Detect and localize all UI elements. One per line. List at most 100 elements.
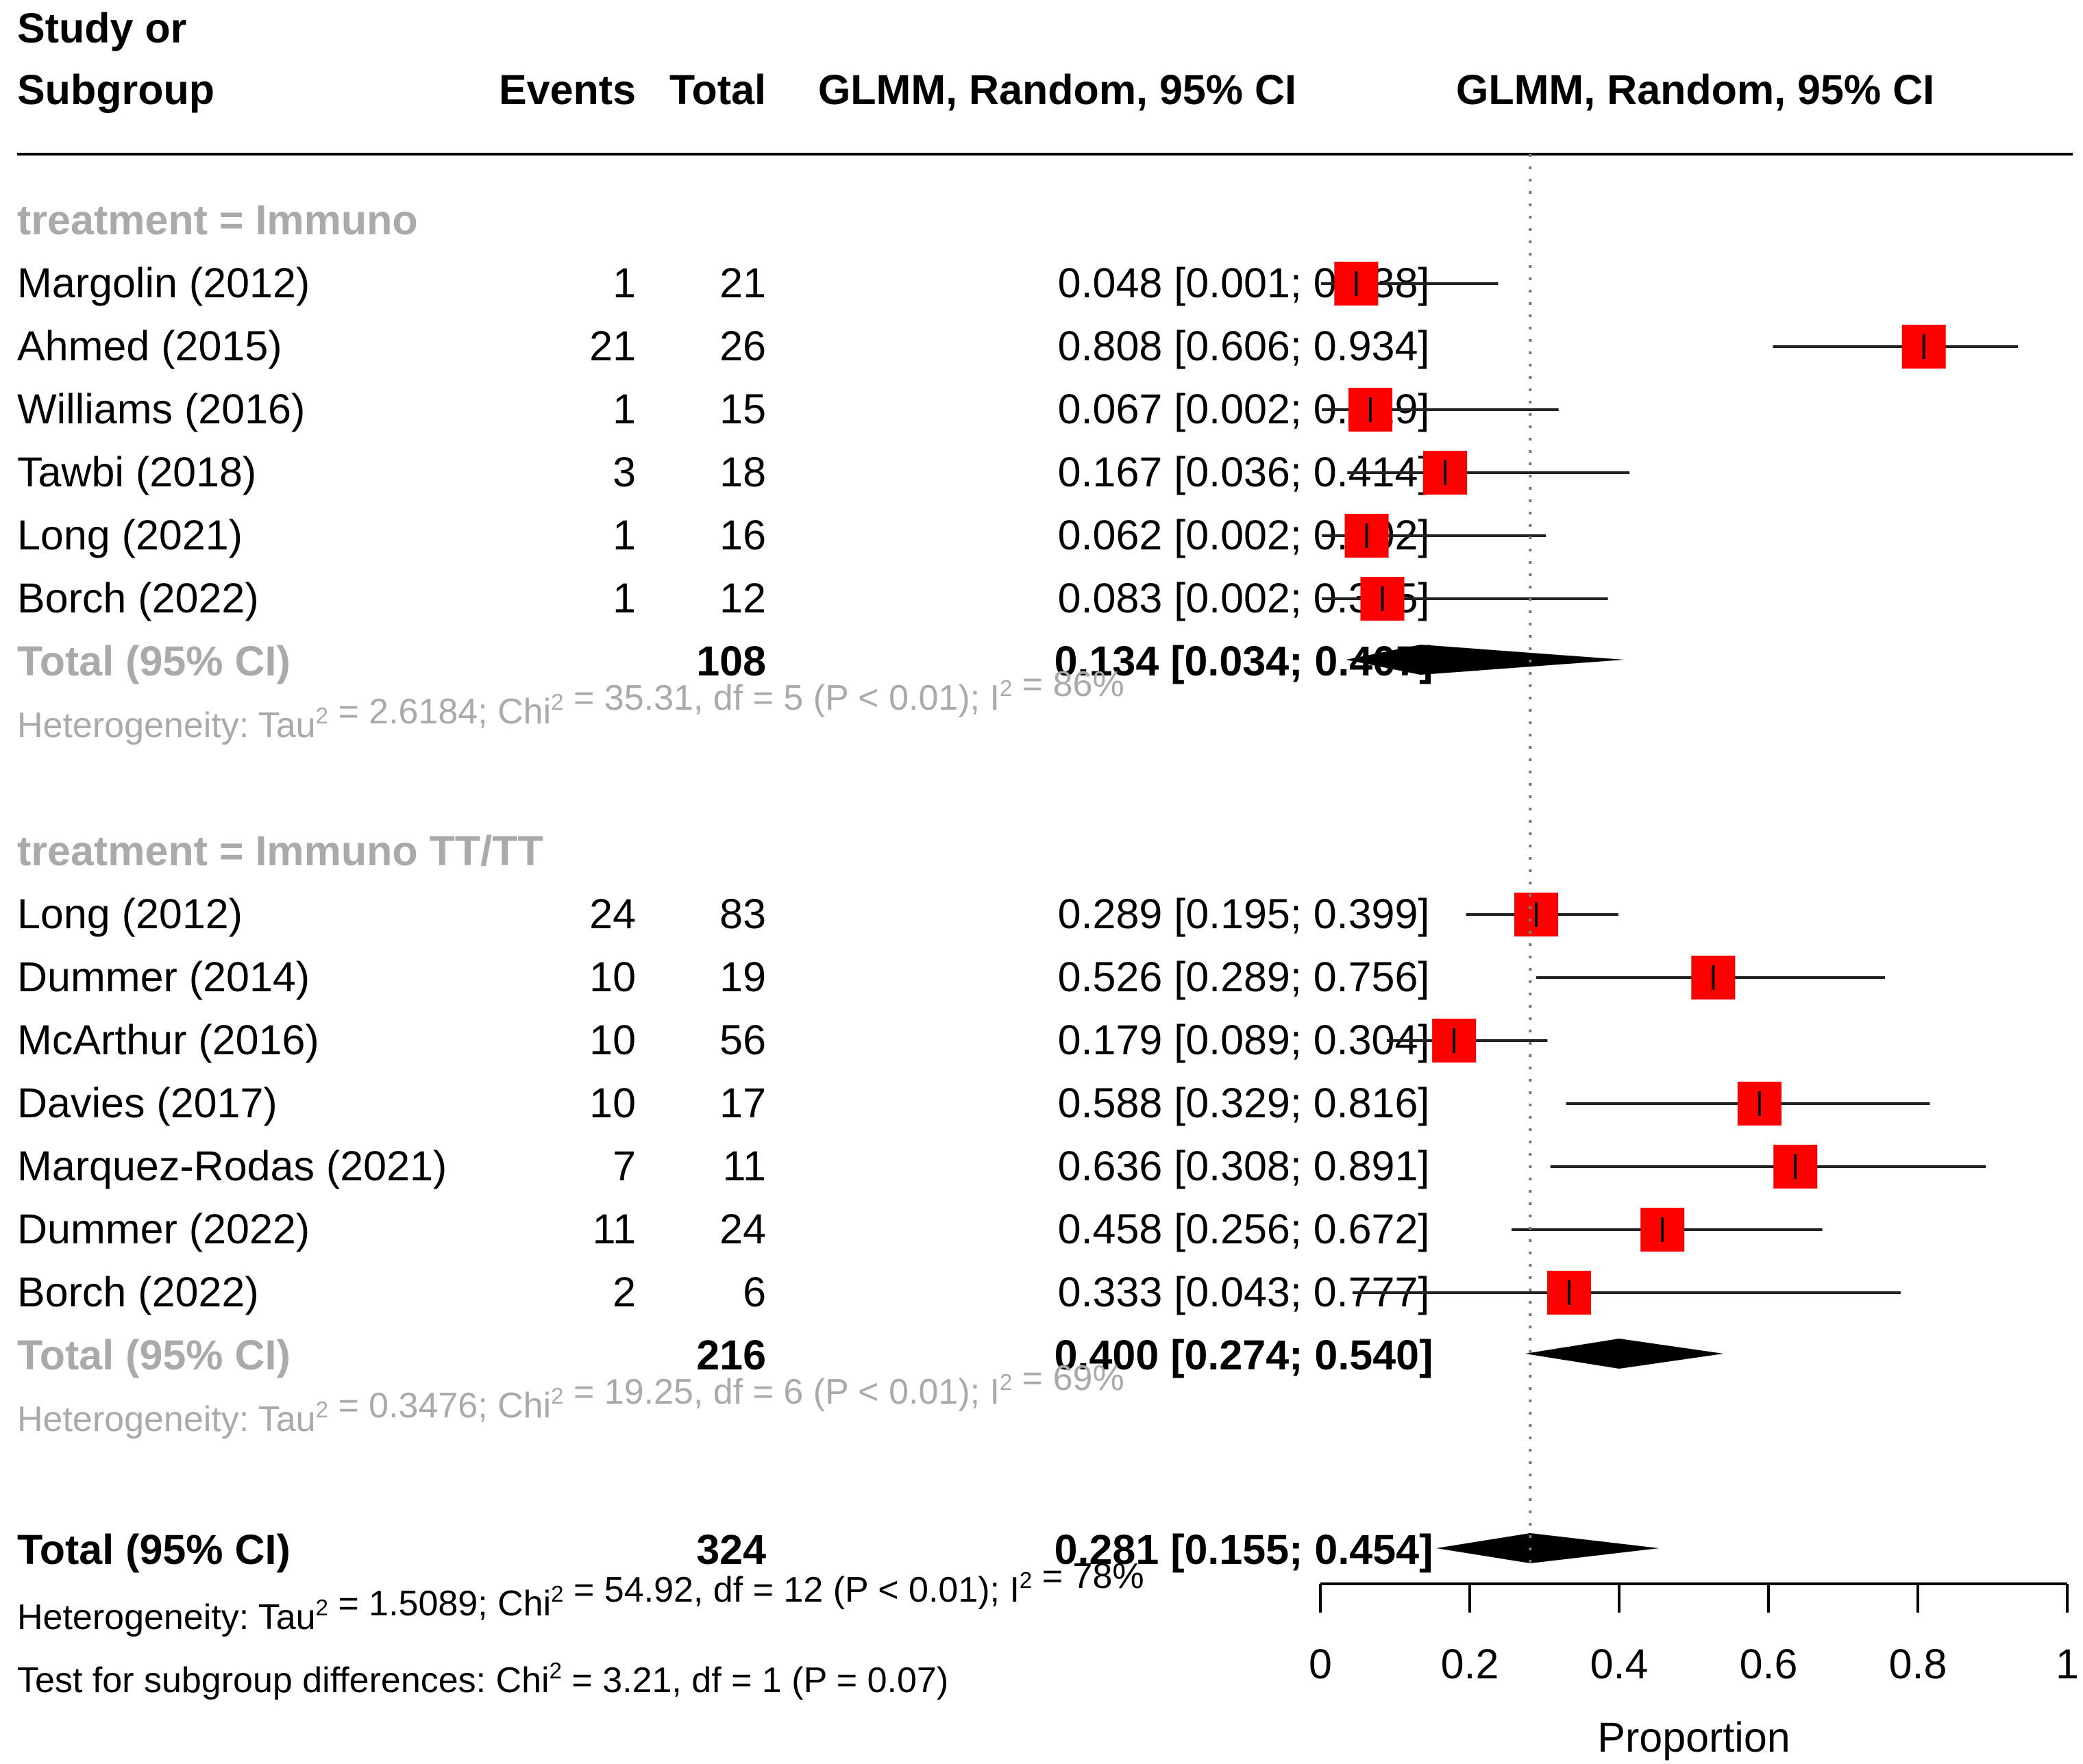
heterogeneity-text: = 86% (1012, 664, 1124, 704)
events-value: 2 (613, 1269, 636, 1315)
heterogeneity-text: = 0.3476; Chi (328, 1386, 551, 1426)
subgroup-total-label: Total (95% CI) (17, 638, 291, 684)
header-plot: GLMM, Random, 95% CI (1456, 66, 1934, 113)
events-value: 1 (613, 575, 636, 621)
total-value: 83 (719, 891, 766, 937)
subgroup-total-value: 108 (696, 638, 766, 684)
header-study-line1: Study or (17, 5, 186, 51)
total-value: 16 (719, 512, 766, 558)
x-axis-label: Proportion (1597, 1714, 1790, 1761)
total-value: 26 (719, 323, 766, 369)
superscript: 2 (550, 1658, 562, 1683)
events-value: 10 (589, 954, 636, 1000)
superscript: 2 (316, 703, 328, 728)
study-name: Long (2021) (17, 512, 243, 558)
heterogeneity-text: Heterogeneity: Tau (17, 1400, 316, 1439)
subgroup-total-value: 216 (696, 1332, 766, 1378)
study-mark (1322, 577, 1608, 621)
header-total: Total (669, 66, 766, 113)
study-mark (1347, 451, 1630, 495)
study-mark (1536, 956, 1886, 999)
heterogeneity-text: Heterogeneity: Tau (17, 706, 316, 745)
heterogeneity-text: = 1.5089; Chi (328, 1584, 551, 1624)
subgroup-estimate-text: 0.400 [0.274; 0.540] (1055, 1332, 1433, 1378)
superscript: 2 (316, 1595, 328, 1620)
header-events: Events (499, 66, 636, 113)
study-name: Ahmed (2015) (17, 323, 282, 369)
estimate-ci-text: 0.289 [0.195; 0.399] (1058, 891, 1430, 937)
total-value: 15 (719, 386, 766, 432)
x-tick-label: 0.2 (1441, 1641, 1499, 1687)
study-mark (1550, 1145, 1986, 1189)
study-name: Davies (2017) (17, 1080, 278, 1126)
subgroup-difference-test: Test for subgroup differences: Chi2 = 3.… (17, 1658, 948, 1700)
subgroup-test-text: = 3.21, df = 1 (P = 0.07) (562, 1661, 948, 1700)
header-study-line2: Subgroup (17, 66, 214, 113)
total-value: 12 (719, 575, 766, 621)
header-estimate: GLMM, Random, 95% CI (818, 66, 1296, 113)
study-name: Dummer (2014) (17, 954, 310, 1000)
events-value: 1 (613, 260, 636, 306)
estimate-ci-text: 0.636 [0.308; 0.891] (1058, 1143, 1430, 1189)
subgroup-total-label: Total (95% CI) (17, 1332, 291, 1378)
heterogeneity-text: = 19.25, df = 6 (P < 0.01); I (564, 1372, 1000, 1412)
subgroup-label: treatment = Immuno TT/TT (17, 828, 543, 874)
x-tick-label: 0.8 (1889, 1641, 1947, 1687)
superscript: 2 (1020, 1567, 1032, 1593)
superscript: 2 (551, 689, 563, 715)
study-name: Borch (2022) (17, 1269, 259, 1315)
plot-marks (1321, 154, 2019, 1569)
study-mark (1322, 388, 1559, 432)
total-value: 21 (719, 260, 766, 306)
subgroup-heterogeneity: Heterogeneity: Tau2 = 0.3476; Chi2 = 19.… (17, 1358, 1124, 1439)
x-tick-label: 1 (2056, 1641, 2079, 1687)
events-value: 3 (613, 449, 636, 495)
events-value: 1 (613, 512, 636, 558)
heterogeneity-text: = 78% (1032, 1556, 1144, 1596)
superscript: 2 (1000, 675, 1012, 701)
superscript: 2 (551, 1581, 563, 1606)
heterogeneity-text: = 2.6184; Chi (328, 692, 551, 732)
heterogeneity-text: = 54.92, df = 12 (P < 0.01); I (564, 1570, 1020, 1610)
superscript: 2 (1000, 1369, 1012, 1395)
subgroup-label: treatment = Immuno (17, 197, 418, 243)
total-value: 17 (719, 1080, 766, 1126)
study-mark (1566, 1082, 1930, 1126)
total-value: 11 (723, 1143, 766, 1189)
estimate-ci-text: 0.588 [0.329; 0.816] (1058, 1080, 1430, 1126)
total-value: 6 (743, 1269, 766, 1315)
estimate-ci-text: 0.808 [0.606; 0.934] (1058, 323, 1430, 369)
study-name: McArthur (2016) (17, 1017, 319, 1063)
estimate-ci-text: 0.526 [0.289; 0.756] (1058, 954, 1430, 1000)
estimate-ci-text: 0.458 [0.256; 0.672] (1058, 1206, 1430, 1252)
study-mark (1322, 514, 1546, 558)
subgroup-diamond (1346, 645, 1625, 675)
overall-diamond (1435, 1533, 1660, 1563)
study-mark (1387, 1019, 1548, 1063)
subgroup-heterogeneity: Heterogeneity: Tau2 = 2.6184; Chi2 = 35.… (17, 664, 1124, 745)
events-value: 24 (589, 891, 636, 937)
study-name: Borch (2022) (17, 575, 259, 621)
overall-total-label: Total (95% CI) (17, 1526, 291, 1573)
x-tick-label: 0 (1309, 1641, 1332, 1687)
total-value: 24 (719, 1206, 766, 1252)
events-value: 10 (589, 1017, 636, 1063)
heterogeneity-text: = 69% (1012, 1358, 1124, 1398)
study-name: Margolin (2012) (17, 260, 310, 306)
heterogeneity-text: = 35.31, df = 5 (P < 0.01); I (564, 678, 1000, 718)
superscript: 2 (551, 1383, 563, 1408)
study-mark (1321, 262, 1499, 306)
study-name: Marquez-Rodas (2021) (17, 1143, 447, 1189)
study-mark (1773, 325, 2019, 369)
total-value: 56 (719, 1017, 766, 1063)
events-value: 1 (613, 386, 636, 432)
study-name: Tawbi (2018) (17, 449, 256, 495)
study-name: Williams (2016) (17, 386, 305, 432)
x-axis: 0 0.2 0.4 0.6 0.8 1 Proportion (1309, 1582, 2079, 1761)
overall-total-value: 324 (696, 1526, 766, 1573)
total-value: 19 (719, 954, 766, 1000)
events-value: 7 (613, 1143, 636, 1189)
study-mark (1512, 1208, 1823, 1252)
